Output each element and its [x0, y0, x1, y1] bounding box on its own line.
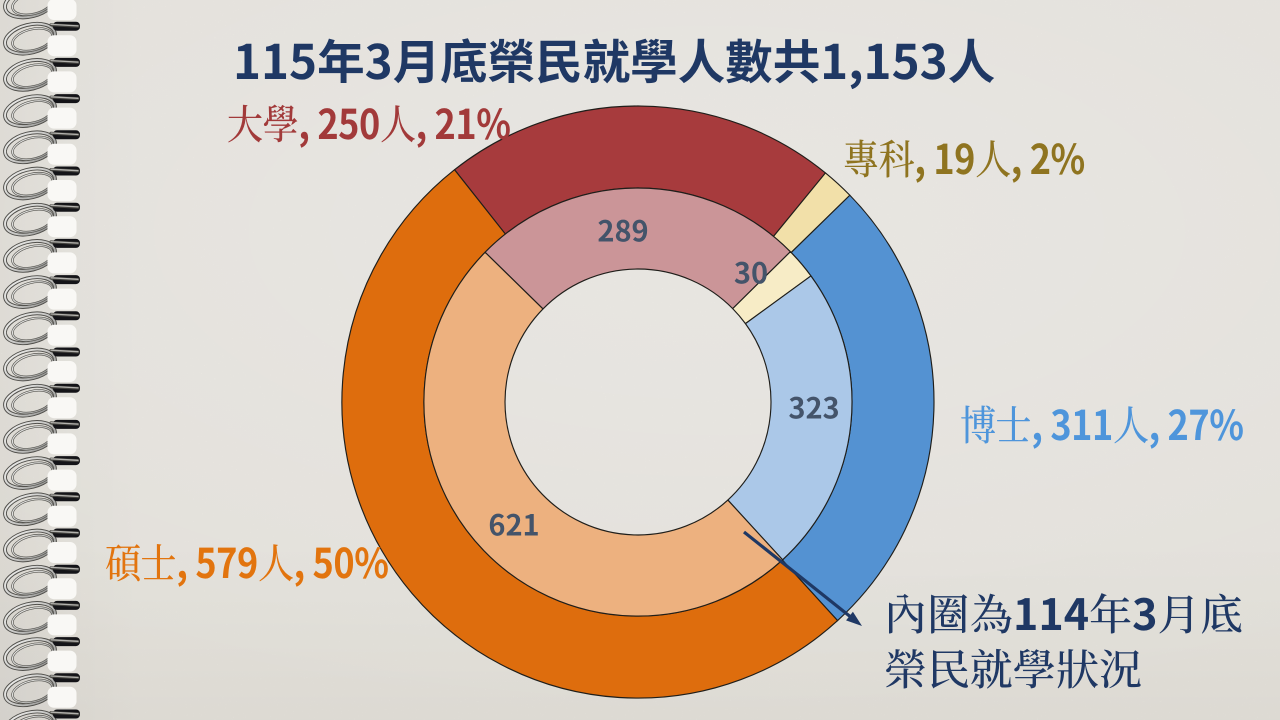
- count-value: 19: [933, 126, 976, 186]
- coil-loop: [3, 673, 80, 708]
- separator: ,: [293, 530, 313, 590]
- coil-loop: [3, 238, 80, 274]
- coil-loop: [3, 311, 80, 346]
- category-name: 專科: [843, 126, 915, 186]
- percent-value: 27%: [1167, 392, 1244, 452]
- unit-label: 人: [257, 530, 294, 590]
- unit-label: 人: [975, 126, 1011, 186]
- annotation-line2: 榮民就學狀況: [884, 636, 1142, 699]
- coil-loop: [3, 564, 80, 600]
- coil-loop: [3, 383, 80, 419]
- coil-loop: [3, 419, 80, 455]
- label-doctorate: 博士, 311人, 27%: [960, 402, 1244, 443]
- separator: ,: [914, 126, 934, 186]
- spiral-binding: [3, 0, 80, 720]
- coil-loop: [3, 709, 80, 720]
- coil-loop: [3, 202, 80, 238]
- coil-loop: [3, 600, 80, 636]
- inner-value-30: 30: [733, 250, 769, 293]
- coil-loop: [3, 130, 80, 165]
- separator: ,: [176, 530, 196, 590]
- inner-slice-碩士[interactable]: [423, 251, 784, 617]
- inner-value-323: 323: [788, 385, 840, 428]
- coil-column: [3, 0, 80, 720]
- category-name: 博士: [960, 392, 1032, 452]
- label-university: 大學, 250人, 21%: [227, 101, 511, 142]
- inner-ring-annotation: 內圈為114年3月底 榮民就學狀況: [884, 584, 1244, 699]
- inner-value-289: 289: [597, 208, 649, 251]
- coil-loop: [3, 275, 80, 310]
- coil-loop: [3, 57, 80, 93]
- coil-loop: [3, 637, 80, 672]
- annotation-year: 114: [1013, 581, 1090, 643]
- arrow-head: [846, 611, 862, 626]
- coil-loop: [3, 528, 80, 563]
- separator: ,: [415, 91, 435, 151]
- annotation-month: 3: [1132, 581, 1158, 643]
- label-masters: 碩士, 579人, 50%: [105, 540, 389, 581]
- percent-value: 21%: [434, 91, 511, 151]
- percent-value: 2%: [1029, 126, 1086, 186]
- category-name: 大學: [227, 91, 299, 151]
- annotation-text: 年: [1089, 581, 1133, 643]
- annotation-line1: 內圈為114年3月底: [884, 584, 1244, 640]
- coil-loop: [3, 166, 80, 201]
- separator: ,: [298, 91, 318, 151]
- unit-label: 人: [1112, 392, 1149, 452]
- unit-label: 人: [379, 91, 416, 151]
- category-name: 碩士: [105, 530, 177, 590]
- coil-loop: [3, 347, 80, 382]
- separator: ,: [1148, 392, 1168, 452]
- inner-value-621: 621: [488, 502, 540, 545]
- percent-value: 50%: [312, 530, 389, 590]
- count-value: 250: [317, 91, 380, 151]
- annotation-text: 月底: [1157, 581, 1244, 643]
- annotation-text: 內圈為: [884, 581, 1013, 643]
- inner-slice-博士[interactable]: [727, 275, 853, 561]
- coil-loop: [3, 492, 80, 527]
- coil-loop: [3, 0, 77, 20]
- coil-loop: [3, 94, 80, 129]
- chart-title: 115年3月底榮民就學人數共1,153人: [233, 24, 996, 93]
- count-value: 579: [195, 530, 258, 590]
- doughnut-slices[interactable]: [341, 105, 935, 699]
- coil-loop: [3, 21, 80, 57]
- label-junior-college: 專科, 19人, 2%: [843, 136, 1085, 177]
- count-value: 311: [1050, 392, 1113, 452]
- separator: ,: [1010, 126, 1030, 186]
- arrow-line: [743, 530, 854, 620]
- separator: ,: [1031, 392, 1051, 452]
- inner-slice-大學[interactable]: [484, 187, 791, 310]
- annotation-arrow: [743, 530, 862, 626]
- coil-loop: [3, 456, 80, 491]
